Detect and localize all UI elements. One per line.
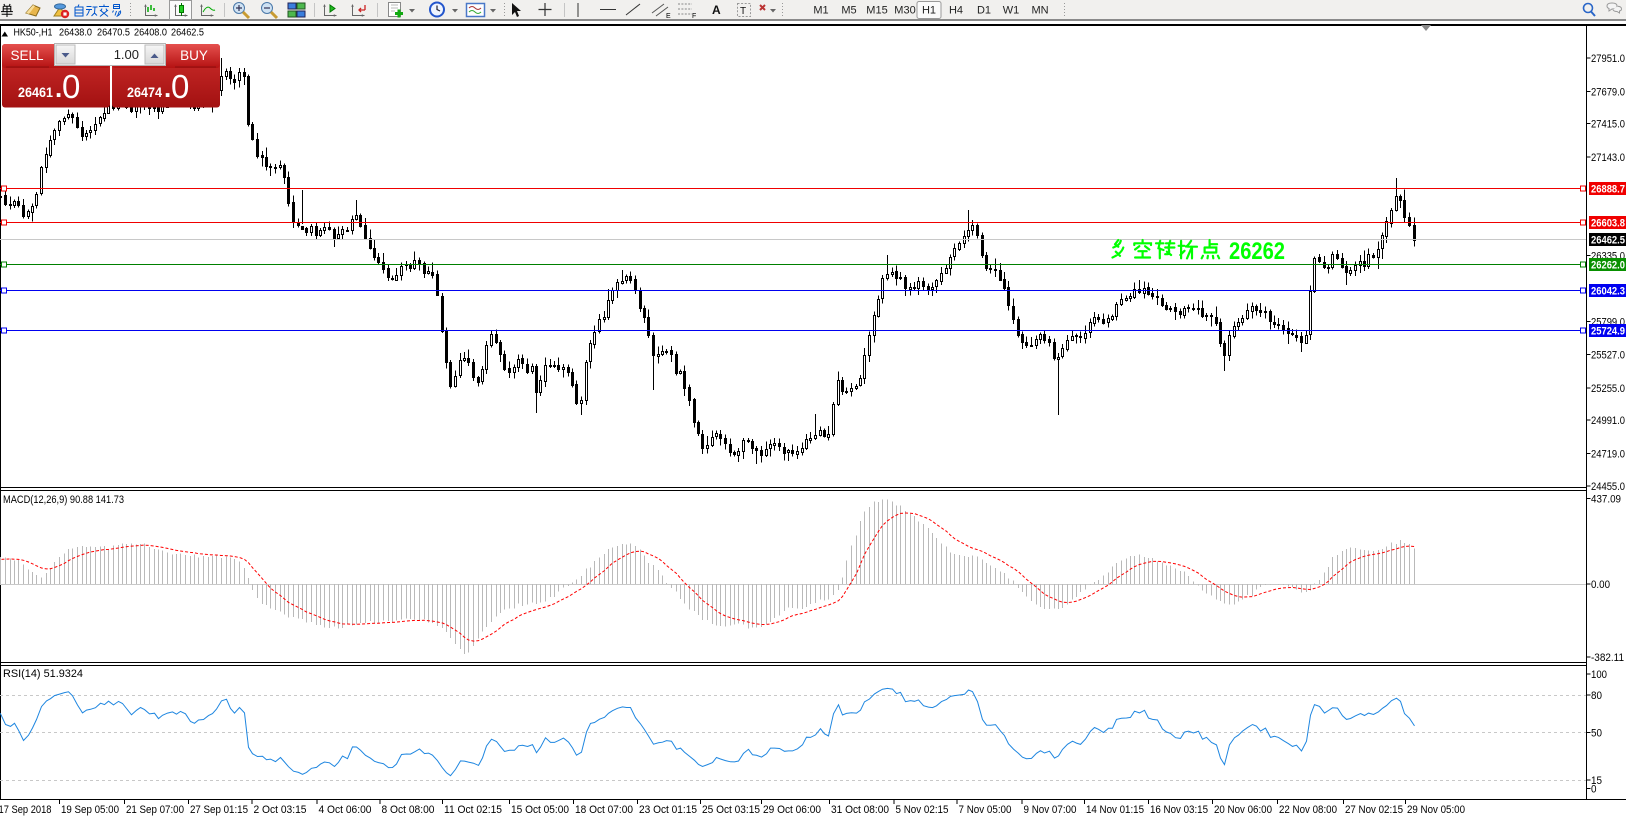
svg-text:T: T — [740, 6, 746, 17]
svg-text:15 Oct 05:00: 15 Oct 05:00 — [511, 804, 569, 816]
svg-text:BUY: BUY — [180, 48, 208, 63]
svg-text:25255.0: 25255.0 — [1591, 383, 1625, 395]
svg-text:27951.0: 27951.0 — [1591, 53, 1625, 65]
svg-text:20 Nov 06:00: 20 Nov 06:00 — [1214, 804, 1272, 816]
svg-text:M30: M30 — [894, 5, 915, 17]
svg-text:A: A — [712, 3, 721, 17]
svg-text:D1: D1 — [977, 5, 991, 17]
svg-text:27679.0: 27679.0 — [1591, 86, 1625, 98]
svg-text:437.09: 437.09 — [1591, 493, 1621, 505]
svg-text:16 Nov 03:15: 16 Nov 03:15 — [1150, 804, 1208, 816]
svg-text:0: 0 — [62, 68, 80, 105]
svg-text:26462.5: 26462.5 — [171, 28, 204, 39]
svg-text:9 Nov 07:00: 9 Nov 07:00 — [1024, 804, 1077, 816]
svg-text:7 Nov 05:00: 7 Nov 05:00 — [959, 804, 1012, 816]
svg-text:MN: MN — [1031, 5, 1048, 17]
svg-text:2 Oct 03:15: 2 Oct 03:15 — [254, 804, 307, 816]
svg-text:31 Oct 08:00: 31 Oct 08:00 — [831, 804, 889, 816]
svg-text:-382.11: -382.11 — [1591, 652, 1624, 664]
svg-text:26408.0: 26408.0 — [134, 28, 167, 39]
svg-text:25 Oct 03:15: 25 Oct 03:15 — [702, 804, 760, 816]
svg-text:26888.7: 26888.7 — [1591, 184, 1625, 196]
svg-text:26461: 26461 — [18, 85, 53, 100]
svg-text:29 Oct 06:00: 29 Oct 06:00 — [763, 804, 821, 816]
svg-text:19 Sep 05:00: 19 Sep 05:00 — [61, 804, 119, 816]
svg-text:5 Nov 02:15: 5 Nov 02:15 — [896, 804, 949, 816]
svg-text:11 Oct 02:15: 11 Oct 02:15 — [444, 804, 502, 816]
svg-text:M15: M15 — [866, 5, 887, 17]
svg-text:17 Sep 2018: 17 Sep 2018 — [0, 804, 52, 816]
svg-text:21 Sep 07:00: 21 Sep 07:00 — [126, 804, 184, 816]
svg-text:24991.0: 24991.0 — [1591, 415, 1625, 427]
svg-text:0: 0 — [1591, 784, 1597, 796]
svg-text:50: 50 — [1591, 727, 1602, 739]
svg-text:27143.0: 27143.0 — [1591, 152, 1625, 164]
svg-text:26262: 26262 — [1229, 238, 1285, 265]
svg-text:26603.8: 26603.8 — [1591, 218, 1625, 230]
svg-text:15: 15 — [1591, 775, 1602, 787]
svg-text:26470.5: 26470.5 — [97, 28, 130, 39]
svg-text:E: E — [666, 13, 671, 20]
svg-text:1.00: 1.00 — [114, 47, 139, 62]
svg-text:14 Nov 01:15: 14 Nov 01:15 — [1086, 804, 1144, 816]
svg-text:24455.0: 24455.0 — [1591, 481, 1625, 493]
svg-text:MACD(12,26,9) 90.88 141.73: MACD(12,26,9) 90.88 141.73 — [3, 494, 124, 506]
svg-text:.: . — [55, 73, 62, 103]
svg-text:0.00: 0.00 — [1591, 579, 1610, 591]
svg-text:W1: W1 — [1003, 5, 1020, 17]
svg-text:23 Oct 01:15: 23 Oct 01:15 — [639, 804, 697, 816]
svg-text:F: F — [692, 13, 696, 20]
svg-text:27415.0: 27415.0 — [1591, 119, 1625, 131]
svg-text:27 Sep 01:15: 27 Sep 01:15 — [190, 804, 248, 816]
svg-text:24719.0: 24719.0 — [1591, 449, 1625, 461]
svg-text:0: 0 — [171, 68, 189, 105]
svg-text:26438.0: 26438.0 — [59, 28, 92, 39]
svg-text:25724.9: 25724.9 — [1591, 326, 1625, 338]
svg-text:25527.0: 25527.0 — [1591, 350, 1625, 362]
svg-text:HK50-,H1: HK50-,H1 — [14, 28, 53, 39]
svg-text:M1: M1 — [813, 5, 828, 17]
svg-text:26462.5: 26462.5 — [1591, 235, 1625, 247]
svg-text:H4: H4 — [949, 5, 963, 17]
svg-text:4 Oct 06:00: 4 Oct 06:00 — [319, 804, 372, 816]
svg-text:100: 100 — [1591, 669, 1607, 681]
svg-text:M5: M5 — [841, 5, 856, 17]
svg-text:26474: 26474 — [127, 85, 162, 100]
svg-text:RSI(14) 51.9324: RSI(14) 51.9324 — [3, 668, 83, 680]
svg-text:.: . — [164, 73, 171, 103]
svg-text:29 Nov 05:00: 29 Nov 05:00 — [1407, 804, 1465, 816]
svg-text:H1: H1 — [922, 5, 936, 17]
svg-text:80: 80 — [1591, 690, 1602, 702]
svg-text:26262.0: 26262.0 — [1591, 260, 1625, 272]
svg-text:26042.3: 26042.3 — [1591, 286, 1625, 298]
svg-text:SELL: SELL — [10, 48, 44, 63]
svg-text:27 Nov 02:15: 27 Nov 02:15 — [1345, 804, 1403, 816]
svg-text:8 Oct 08:00: 8 Oct 08:00 — [382, 804, 435, 816]
svg-text:22 Nov 08:00: 22 Nov 08:00 — [1279, 804, 1337, 816]
svg-text:18 Oct 07:00: 18 Oct 07:00 — [575, 804, 633, 816]
